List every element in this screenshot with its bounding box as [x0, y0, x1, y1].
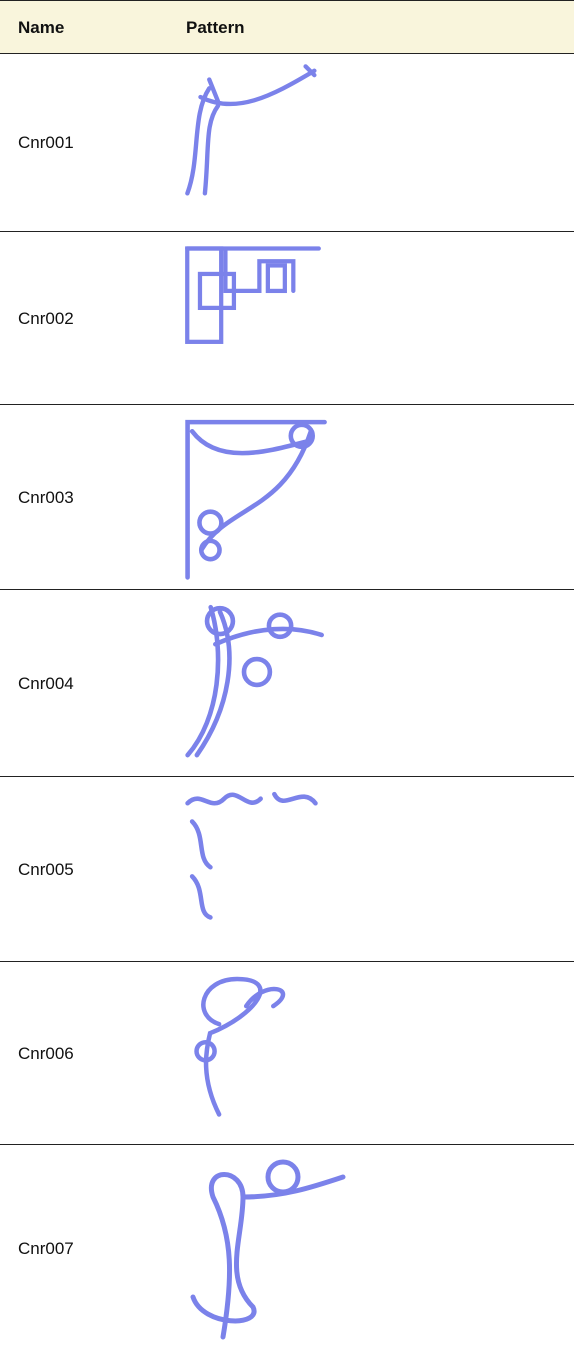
table-row: Cnr001 — [0, 54, 574, 232]
pattern-image — [185, 604, 324, 758]
pattern-name: Cnr003 — [18, 487, 74, 507]
pattern-name: Cnr004 — [18, 673, 74, 693]
pattern-image — [185, 64, 317, 196]
column-header: Pattern — [186, 18, 245, 37]
pattern-name: Cnr005 — [18, 859, 74, 879]
pattern-image — [190, 1159, 346, 1339]
table-row: Cnr003 — [0, 405, 574, 590]
table-row: Cnr006 — [0, 962, 574, 1145]
pattern-image — [194, 976, 286, 1117]
pattern-name: Cnr007 — [18, 1239, 74, 1258]
pattern-image — [185, 419, 327, 580]
table-row: Cnr002 — [0, 232, 574, 405]
pattern-name: Cnr002 — [18, 308, 74, 328]
table-row: Cnr004 — [0, 590, 574, 777]
table-row: Cnr007 — [0, 1145, 574, 1353]
pattern-name: Cnr006 — [18, 1043, 74, 1063]
pattern-image — [185, 246, 321, 344]
table-row: Cnr005 — [0, 777, 574, 962]
pattern-name: Cnr001 — [18, 133, 74, 152]
table-header: Name Pattern — [0, 0, 574, 54]
column-header: Name — [18, 18, 65, 37]
pattern-image — [185, 791, 318, 920]
